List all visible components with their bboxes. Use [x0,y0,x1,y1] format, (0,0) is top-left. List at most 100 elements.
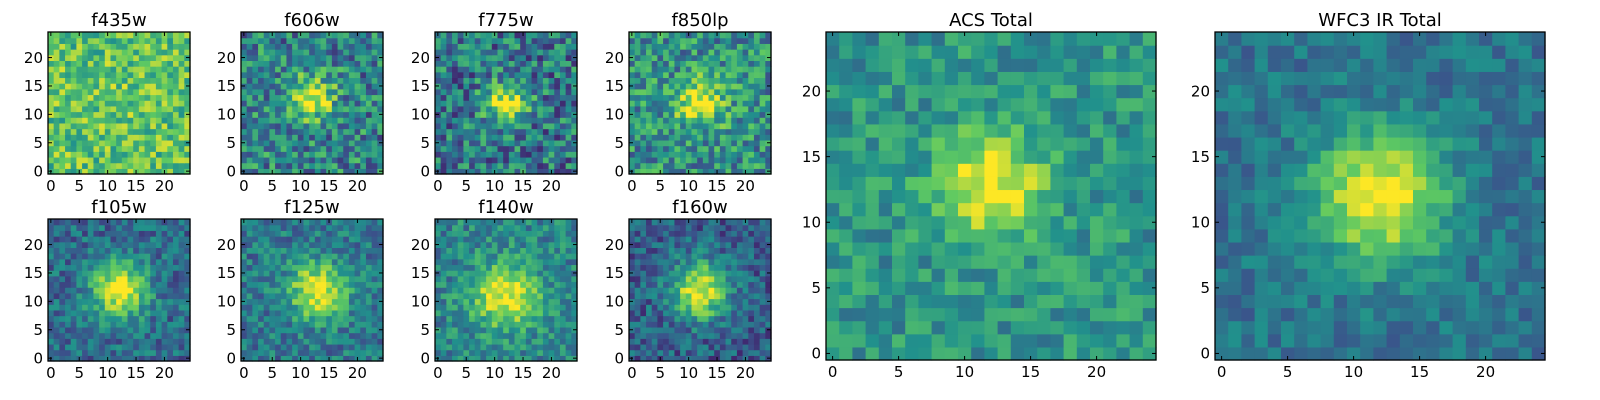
heatmap-cell [736,304,744,311]
heatmap-cell [263,343,270,351]
heatmap-cell [87,43,95,50]
heatmap-cell [559,139,567,147]
heatmap-cell [565,145,572,152]
heatmap-cell [446,253,453,260]
heatmap-cell [48,253,55,260]
heatmap-cell [514,100,521,107]
heatmap-cell [452,355,459,362]
heatmap-cell [76,105,83,113]
heatmap-cell [674,71,681,79]
heatmap-cell [286,122,293,130]
heatmap-cell [634,49,641,56]
heatmap-cell [76,321,83,328]
heatmap-cell [116,145,123,152]
heatmap-cell [629,145,636,152]
heatmap-cell [93,355,100,362]
heatmap-cell [657,49,664,56]
heatmap-cell [331,264,339,271]
heatmap-cell [99,247,106,254]
heatmap-cell [53,219,60,226]
heatmap-cell [241,258,248,266]
heatmap-cell [252,156,259,164]
heatmap-cell [309,224,316,231]
heatmap-cell [765,37,772,44]
heatmap-cell [377,94,384,101]
heatmap-cell [469,281,476,288]
heatmap-cell [446,54,453,61]
heatmap-cell [440,156,447,164]
heatmap-cell [371,349,378,356]
heatmap-cell [691,105,698,113]
heatmap-cell [150,292,157,300]
heatmap-cell [435,349,442,356]
heatmap-cell [303,270,310,277]
heatmap-cell [70,264,77,271]
heatmap-cell [491,292,499,300]
heatmap-cell [150,49,157,56]
heatmap-cell [87,287,95,294]
heatmap-cell [246,321,253,328]
heatmap-cell [326,230,333,237]
heatmap-cell [70,338,77,345]
heatmap-cell [765,275,772,283]
heatmap-cell [258,168,265,175]
heatmap-cell [565,94,572,101]
heatmap-cell [457,66,464,73]
heatmap-cell [463,134,470,141]
heatmap-cell [657,321,664,328]
heatmap-cell [70,151,77,158]
heatmap-cell [297,275,305,283]
x-tick-label: 10 [98,177,117,195]
heatmap-cell [241,77,248,84]
heatmap-cell [736,321,744,328]
heatmap-cell [104,281,112,288]
heatmap-cell [469,241,476,248]
heatmap-cell [161,275,168,283]
heatmap-cell [110,253,117,260]
heatmap-cell [480,145,487,152]
heatmap-cell [377,32,384,39]
heatmap-cell [457,49,464,56]
heatmap-cell [491,88,499,96]
heatmap-cell [480,298,487,305]
heatmap-cell [65,151,72,158]
heatmap-cell [263,304,270,311]
heatmap-cell [76,287,83,294]
heatmap-cell [537,94,544,101]
heatmap-cell [365,321,373,328]
heatmap-cell [99,54,106,61]
heatmap-cell [121,168,129,175]
heatmap-cell [697,71,704,79]
heatmap-cell [463,37,470,44]
heatmap-cell [348,100,356,107]
heatmap-cell [731,292,738,300]
heatmap-cell [354,128,361,135]
heatmap-cell [297,83,305,90]
heatmap-cell [354,66,361,73]
heatmap-cell [246,349,253,356]
heatmap-cell [360,105,367,113]
heatmap-cell [252,49,259,56]
heatmap-cell [691,298,698,305]
heatmap-cell [753,49,761,56]
heatmap-cell [110,281,117,288]
heatmap-cell [309,168,316,175]
heatmap-cell [435,287,442,294]
heatmap-cell [48,230,55,237]
heatmap-cell [246,298,253,305]
heatmap-cell [178,49,185,56]
heatmap-cell [360,111,367,118]
heatmap-cell [99,66,106,73]
heatmap-cell [337,338,344,345]
heatmap-cell [371,292,378,300]
heatmap-cell [736,66,744,73]
heatmap-cell [765,122,772,130]
heatmap-cell [275,332,282,339]
heatmap-cell [697,304,704,311]
heatmap-cell [640,292,647,300]
heatmap-cell [354,224,361,231]
heatmap-cell [93,332,100,339]
heatmap-cell [559,100,567,107]
heatmap-cell [377,315,384,322]
heatmap-cell [337,332,344,339]
